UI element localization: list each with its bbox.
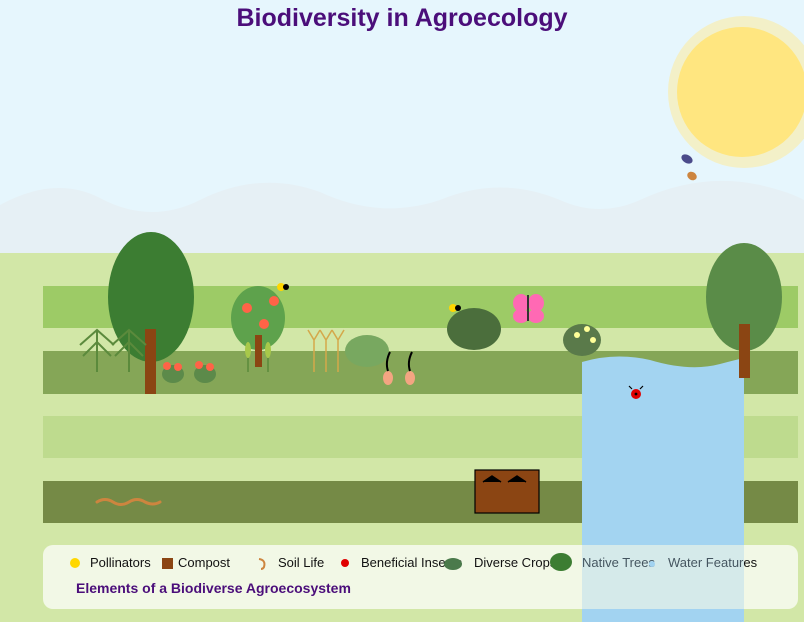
tree-icon [550,553,572,571]
crop-stalks-icon [79,328,147,372]
bee-icon [449,304,461,312]
legend-label: Pollinators [90,555,151,570]
legend-caption: Elements of a Biodiverse Agroecosystem [76,580,351,596]
tomato-plant-icon [162,361,216,383]
sun-icon [668,16,804,168]
wheat-icon [307,329,345,372]
water-icon [649,561,655,567]
earthworm-icon [95,498,162,506]
legend-label: Diverse Crops [474,555,557,570]
pond-overlay [582,545,744,622]
worm-icon [258,558,266,570]
legend: Pollinators Compost Soil Life Beneficial… [43,545,798,609]
legend-label: Compost [178,555,231,570]
fruit-tree-icon [231,286,285,372]
butterfly-icon [513,294,544,323]
compost-bin-icon [474,469,540,514]
shrub-icon [345,335,389,367]
page-title: Biodiversity in Agroecology [236,4,568,32]
root-vegetable-icon [383,351,415,385]
hills [0,180,804,260]
legend-label: Beneficial Insects [361,555,463,570]
bird-icon [681,154,693,164]
bee-icon [277,283,289,291]
ladybug-icon [341,559,349,567]
compost-icon [162,558,173,569]
flowering-shrub-icon [563,324,601,356]
legend-label: Water Features [668,555,758,570]
pollinator-icon [70,558,80,568]
seed-icon [687,171,697,181]
legend-label: Native Trees [582,555,655,570]
native-tree-right [706,243,782,378]
cover-crop-icon [447,308,501,350]
legend-label: Soil Life [278,555,325,570]
ladybug-icon [628,385,644,399]
crop-icon [444,558,462,570]
